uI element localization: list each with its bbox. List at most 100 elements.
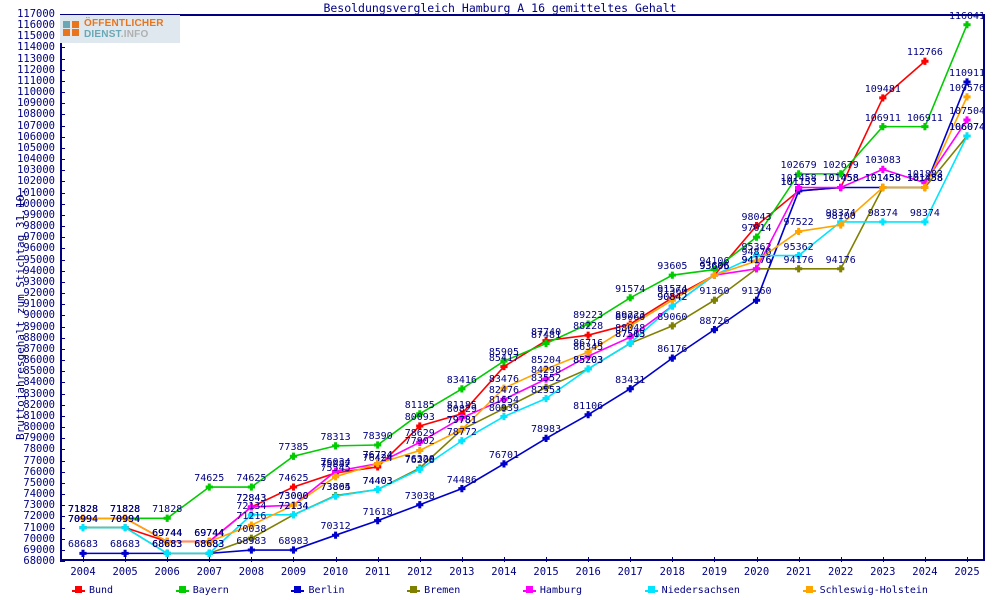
y-tick-mark <box>60 348 65 350</box>
y-tick-mark <box>60 47 65 49</box>
point-value-label: 91360 <box>657 286 688 298</box>
x-tick-mark <box>167 557 169 562</box>
data-point-marker <box>921 179 929 187</box>
point-value-label: 85203 <box>573 354 604 366</box>
point-value-label: 94876 <box>741 246 772 258</box>
x-tick-label: 2018 <box>659 566 685 578</box>
x-tick-mark <box>377 557 379 562</box>
x-tick-label: 2013 <box>449 566 475 578</box>
point-value-label: 85417 <box>488 352 519 364</box>
point-value-label: 101458 <box>822 173 859 185</box>
data-point-marker <box>963 132 971 140</box>
y-tick-mark <box>60 114 65 116</box>
data-point-marker <box>963 93 971 101</box>
y-tick-mark <box>60 293 65 295</box>
y-tick-mark <box>60 427 65 429</box>
data-point-marker <box>795 251 803 260</box>
data-point-marker <box>121 523 129 532</box>
y-tick-label: 110000 <box>17 86 55 99</box>
point-value-label: 68683 <box>152 539 183 551</box>
y-tick-mark <box>60 393 65 395</box>
y-tick-label: 104000 <box>17 153 55 166</box>
data-point-marker <box>879 165 887 173</box>
point-value-label: 106074 <box>948 121 986 133</box>
point-value-label: 109576 <box>948 82 986 94</box>
point-value-label: 72134 <box>278 500 309 512</box>
point-value-label: 72134 <box>236 500 267 512</box>
point-value-label: 98374 <box>867 207 898 219</box>
point-value-label: 101458 <box>780 173 817 185</box>
data-point-marker <box>921 218 929 226</box>
y-tick-label: 109000 <box>17 97 55 110</box>
data-point-marker <box>626 339 634 347</box>
data-point-marker <box>331 531 340 539</box>
y-tick-mark <box>60 159 65 161</box>
logo-line2: DIENST.INFO <box>84 29 164 40</box>
data-point-marker <box>668 296 676 304</box>
point-value-label: 98374 <box>909 207 940 219</box>
legend-label: Berlin <box>308 585 345 596</box>
point-value-label: 98374 <box>825 207 856 219</box>
point-value-label: 90842 <box>657 292 688 303</box>
data-point-marker <box>416 422 424 430</box>
data-point-marker <box>500 357 508 365</box>
x-tick-label: 2008 <box>238 566 265 578</box>
legend-item-schleswig-holstein[interactable]: Schleswig-Holstein <box>802 585 928 596</box>
point-value-label: 112766 <box>906 47 943 59</box>
point-value-label: 101458 <box>822 173 859 185</box>
y-tick-label: 108000 <box>17 108 55 121</box>
legend-item-berlin[interactable]: Berlin <box>291 585 345 596</box>
data-point-marker <box>163 549 171 557</box>
legend-item-niedersachsen[interactable]: Niedersachsen <box>644 585 740 596</box>
data-point-marker <box>79 549 87 557</box>
y-tick-label: 116000 <box>17 19 55 32</box>
y-tick-mark <box>60 438 65 440</box>
point-value-label: 68983 <box>236 536 267 548</box>
point-value-label: 83476 <box>488 374 519 386</box>
data-point-marker <box>289 546 298 554</box>
data-point-marker <box>795 227 803 236</box>
y-tick-label: 82000 <box>23 398 55 411</box>
y-tick-label: 94000 <box>23 264 55 277</box>
oeffentlicher-dienst-logo[interactable]: ÖFFENTLICHER DIENST.INFO <box>60 15 180 43</box>
y-tick-mark <box>60 270 65 272</box>
point-value-label: 97522 <box>783 217 814 229</box>
x-tick-mark <box>503 557 505 562</box>
data-point-marker <box>458 414 466 422</box>
point-value-label: 91360 <box>699 286 730 298</box>
point-value-label: 68683 <box>152 539 183 551</box>
point-value-label: 101883 <box>906 168 943 180</box>
data-point-marker <box>458 437 466 445</box>
point-value-label: 89060 <box>615 311 646 323</box>
legend-item-hamburg[interactable]: Hamburg <box>522 585 582 596</box>
data-point-marker <box>752 296 761 304</box>
x-tick-label: 2021 <box>785 566 812 578</box>
y-tick-mark <box>60 494 65 496</box>
legend-marker-icon <box>802 585 816 596</box>
data-point-marker <box>668 354 676 362</box>
y-tick-mark <box>60 382 65 384</box>
point-value-label: 78772 <box>446 426 477 438</box>
legend-item-bremen[interactable]: Bremen <box>407 585 460 596</box>
point-value-label: 71618 <box>362 506 393 518</box>
point-value-label: 74625 <box>236 473 267 485</box>
point-value-label: 82476 <box>488 385 519 397</box>
y-tick-mark <box>60 415 65 417</box>
chart-title: Besoldungsvergleich Hamburg A 16 gemitte… <box>323 1 677 15</box>
legend-marker-icon <box>72 585 85 596</box>
point-value-label: 71828 <box>110 504 141 516</box>
point-value-label: 69744 <box>194 527 225 539</box>
data-point-marker <box>710 296 719 304</box>
legend-item-bund[interactable]: Bund <box>72 585 113 596</box>
data-point-marker <box>79 523 87 532</box>
x-tick-label: 2022 <box>828 566 854 578</box>
point-value-label: 89060 <box>657 311 688 323</box>
legend-marker-icon <box>291 585 305 596</box>
legend-marker-icon <box>407 585 421 596</box>
point-value-label: 77902 <box>404 436 435 448</box>
legend-item-bayern[interactable]: Bayern <box>175 585 229 596</box>
data-point-marker <box>416 465 424 473</box>
point-value-label: 91574 <box>615 283 646 295</box>
data-point-marker <box>163 514 171 522</box>
